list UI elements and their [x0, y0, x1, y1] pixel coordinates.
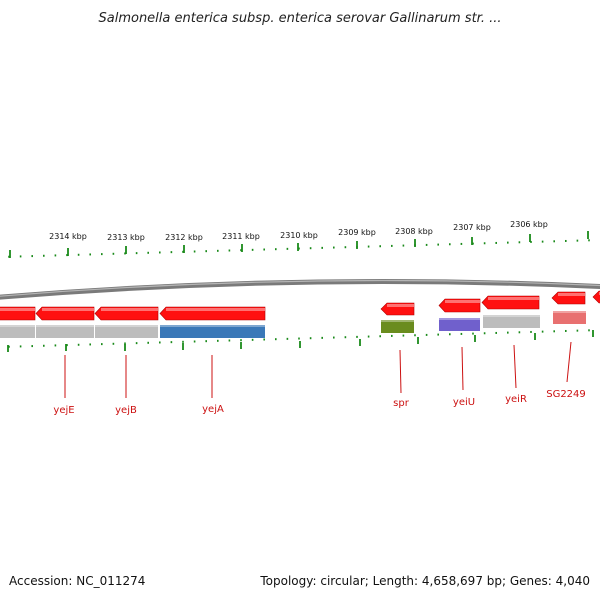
gene-labels: yejE yejB yejA spr yeiU yeiR SG2249: [53, 341, 586, 416]
cds-arrow-shine: [166, 308, 265, 311]
genome-title: Salmonella enterica subsp. enterica sero…: [99, 11, 502, 26]
gene-leader-line: [566, 341, 572, 383]
inner-tick-ring: [7, 329, 594, 352]
feature-band-shine: [381, 320, 414, 322]
tick-label: 2314 kbp: [49, 232, 87, 241]
feature-band-shine: [483, 315, 540, 317]
feature-band-shine: [553, 311, 586, 313]
feature-band-shine: [439, 318, 480, 320]
gene-label[interactable]: yejB: [115, 405, 137, 416]
tick-label: 2308 kbp: [395, 227, 433, 236]
gene-label[interactable]: spr: [393, 398, 410, 409]
cds-arrow-shine: [0, 308, 35, 311]
cds-arrow-shine: [445, 300, 480, 303]
gene-label[interactable]: yejE: [53, 405, 74, 416]
gene-label[interactable]: yeiR: [505, 394, 527, 405]
genome-summary-text: Topology: circular; Length: 4,658,697 bp…: [260, 574, 590, 588]
cds-arrow-shine: [387, 304, 414, 307]
tick-label: 2309 kbp: [338, 228, 376, 237]
gene-leader-line: [513, 344, 517, 389]
tick-label: 2306 kbp: [510, 220, 548, 229]
feature-band: [36, 325, 94, 338]
feature-band: [381, 320, 414, 333]
cds-arrow-shine: [42, 308, 94, 311]
cds-arrow-shine: [101, 308, 158, 311]
accession-text: Accession: NC_011274: [9, 574, 146, 588]
gene-leader-line: [399, 349, 402, 394]
feature-band-shine: [0, 325, 35, 327]
gene-features: [0, 290, 600, 338]
feature-band: [483, 315, 540, 328]
cds-arrow: [592, 290, 600, 304]
feature-band: [95, 325, 158, 338]
tick-label: 2307 kbp: [453, 223, 491, 232]
tick-labels: 2314 kbp 2313 kbp 2312 kbp 2311 kbp 2310 kbp…: [49, 220, 548, 242]
feature-band: [0, 325, 35, 338]
genome-backbone: [0, 279, 600, 300]
gene-leader-line: [461, 346, 464, 391]
outer-tick-ring: [8, 231, 590, 258]
tick-label: 2313 kbp: [107, 233, 145, 242]
cds-arrow-shine: [488, 297, 539, 300]
feature-band-shine: [160, 325, 265, 327]
tick-label: 2310 kbp: [280, 231, 318, 240]
gene-label[interactable]: yejA: [202, 404, 224, 415]
feature-band: [160, 325, 265, 338]
feature-band: [553, 311, 586, 324]
feature-band: [439, 318, 480, 331]
feature-band-shine: [36, 325, 94, 327]
gene-label[interactable]: yeiU: [453, 397, 475, 408]
feature-band-shine: [95, 325, 158, 327]
tick-label: 2312 kbp: [165, 233, 203, 242]
cds-arrow-shine: [558, 293, 585, 296]
tick-label: 2311 kbp: [222, 232, 260, 241]
genome-backbone-highlight: [0, 279, 600, 297]
gene-label[interactable]: SG2249: [546, 389, 586, 400]
